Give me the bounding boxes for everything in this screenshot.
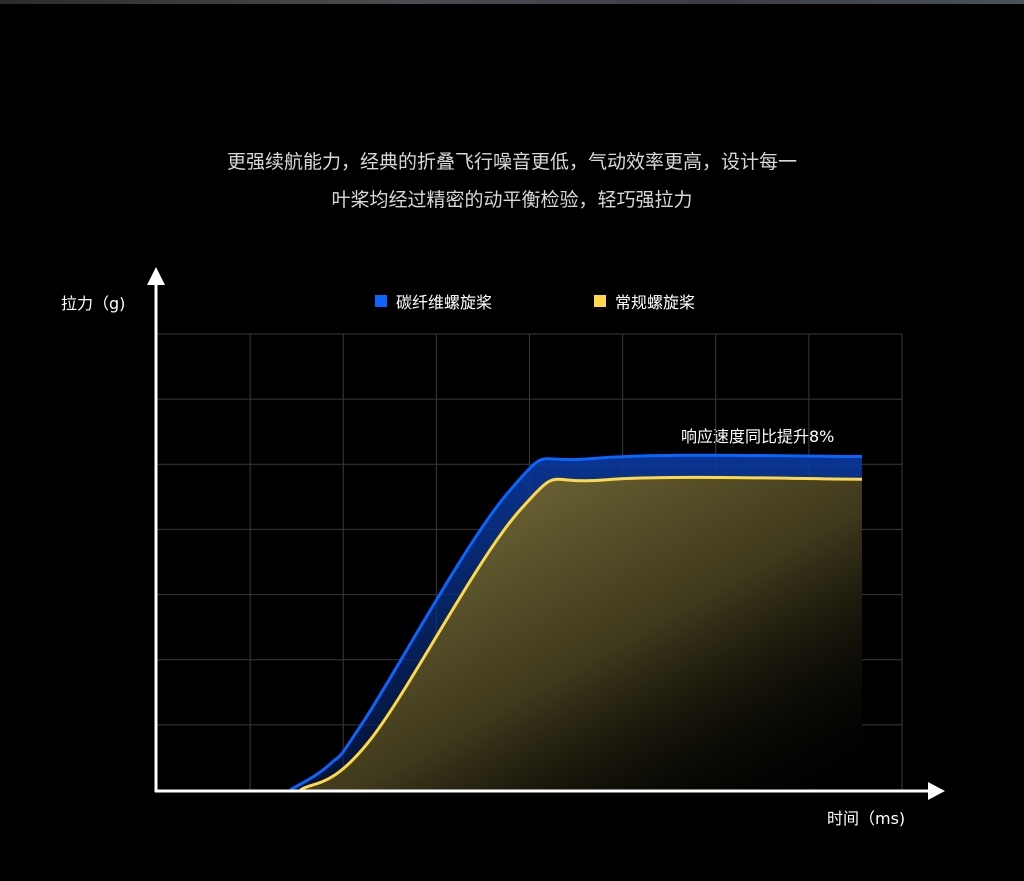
legend-item-carbon: 碳纤维螺旋桨	[375, 289, 492, 313]
series-line-carbon	[289, 453, 862, 792]
y-axis-arrow-icon	[147, 267, 165, 285]
x-axis-arrow-icon	[928, 782, 945, 800]
legend-label: 常规螺旋桨	[615, 293, 696, 312]
x-axis-label: 时间（ms)	[827, 809, 906, 828]
legend-swatch-yellow	[594, 295, 606, 307]
y-axis-label: 拉力（g)	[61, 294, 126, 313]
description: 更强续航能力，经典的折叠飞行噪音更低，气动效率更高，设计每一 叶桨均经过精密的动…	[0, 143, 1024, 219]
description-line-1: 更强续航能力，经典的折叠飞行噪音更低，气动效率更高，设计每一	[226, 151, 797, 173]
top-image-strip	[0, 0, 1024, 4]
area-regular	[300, 477, 862, 790]
legend-swatch-blue	[375, 295, 387, 307]
legend-item-regular: 常规螺旋桨	[594, 289, 695, 313]
description-line-2: 叶桨均经过精密的动平衡检验，轻巧强拉力	[331, 189, 693, 211]
series-line-regular	[299, 475, 862, 792]
legend-label: 碳纤维螺旋桨	[396, 293, 493, 312]
annotation: 响应速度同比提升8%	[681, 427, 835, 446]
